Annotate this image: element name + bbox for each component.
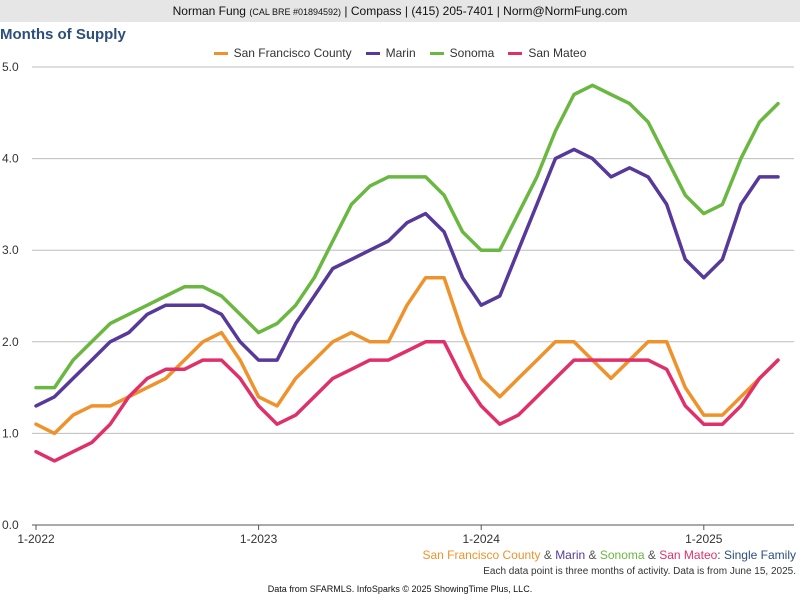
license-number: (CAL BRE #01894592) xyxy=(249,7,342,17)
chart-subtitle: San Francisco County & Marin & Sonoma & … xyxy=(422,548,796,562)
series-line-marin xyxy=(34,147,780,408)
footer-credit: Data from SFARMLS. InfoSparks © 2025 Sho… xyxy=(267,584,533,594)
x-tick-label: 1-2022 xyxy=(17,532,55,546)
x-tick-label: 1-2023 xyxy=(240,532,278,546)
subtitle-sanmateo: San Mateo xyxy=(659,548,718,562)
legend-label: Marin xyxy=(385,46,416,60)
legend-item-sonoma[interactable]: Sonoma xyxy=(429,46,495,60)
series-line-sonoma xyxy=(34,83,780,390)
series-line-san-francisco-county xyxy=(34,275,780,436)
y-tick-label: 1.0 xyxy=(2,426,19,440)
subtitle-sf: San Francisco County xyxy=(422,548,541,562)
subtitle-suffix: : Single Family xyxy=(717,548,796,562)
legend-label: Sonoma xyxy=(449,46,495,60)
legend-swatch xyxy=(508,51,523,55)
chart-legend: San Francisco County Marin Sonoma San Mateo xyxy=(0,46,800,60)
y-tick-label: 5.0 xyxy=(2,60,19,74)
subtitle-amp-2: & xyxy=(585,548,600,562)
y-tick-label: 4.0 xyxy=(2,152,19,166)
subtitle-amp-1: & xyxy=(540,548,556,562)
subtitle-amp-3: & xyxy=(644,548,660,562)
y-tick-label: 3.0 xyxy=(2,243,19,257)
y-tick-label: 2.0 xyxy=(2,335,19,349)
agent-name: Norman Fung xyxy=(172,4,246,18)
chart-title: Months of Supply xyxy=(0,26,126,43)
legend-swatch xyxy=(213,51,228,55)
x-tick-label: 1-2024 xyxy=(463,532,501,546)
x-tick-label: 1-2025 xyxy=(685,532,723,546)
contact-info: | Compass | (415) 205-7401 | Norm@NormFu… xyxy=(344,4,628,18)
header-bar: Norman Fung (CAL BRE #01894592) | Compas… xyxy=(0,0,800,22)
y-tick-label: 0.0 xyxy=(2,518,19,532)
legend-label: San Francisco County xyxy=(233,46,352,60)
subtitle-marin: Marin xyxy=(555,548,586,562)
legend-item-marin[interactable]: Marin xyxy=(365,46,416,60)
legend-label: San Mateo xyxy=(528,46,587,60)
legend-item-san-francisco-county[interactable]: San Francisco County xyxy=(213,46,352,60)
legend-swatch xyxy=(365,51,380,55)
subtitle-sonoma: Sonoma xyxy=(599,548,645,562)
series-line-san-mateo xyxy=(34,340,780,463)
legend-item-san-mateo[interactable]: San Mateo xyxy=(508,46,586,60)
data-note: Each data point is three months of activ… xyxy=(483,566,796,577)
legend-swatch xyxy=(429,51,444,55)
